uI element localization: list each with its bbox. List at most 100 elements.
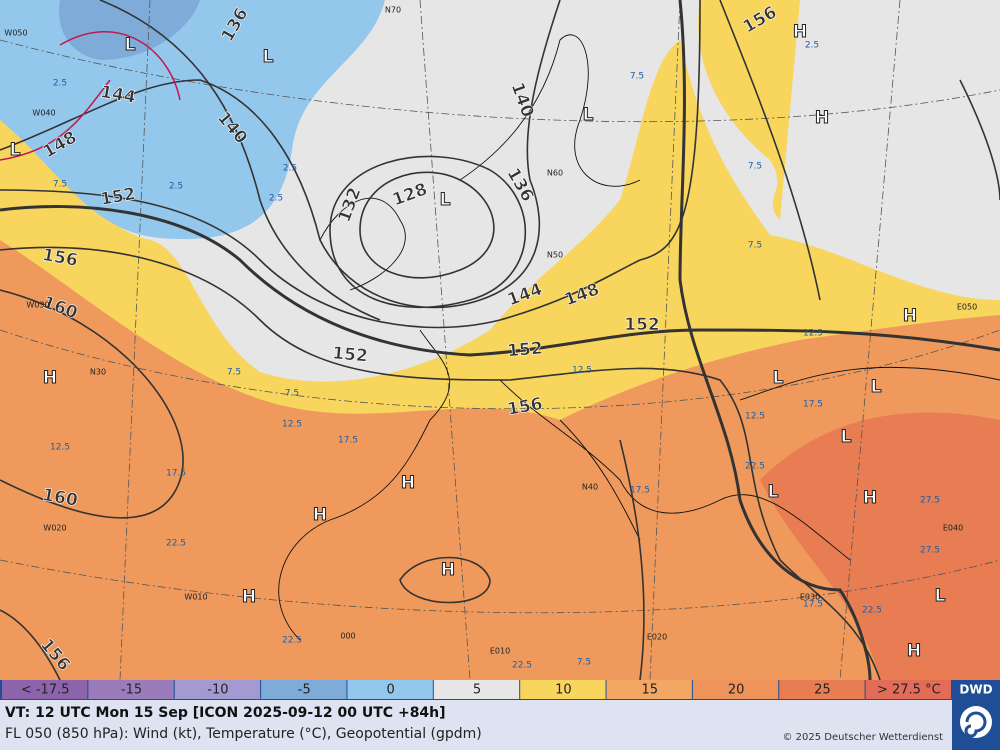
pressure-center: L (935, 586, 946, 606)
isotherm-label: 17.5 (803, 400, 823, 410)
contour (359, 171, 495, 279)
legend-label: < -17.5 (21, 683, 70, 698)
isotherm-label: 7.5 (53, 180, 67, 190)
graticule (0, 0, 1000, 681)
pressure-center: H (401, 473, 415, 493)
grid-label: E050 (957, 303, 977, 312)
isotherm-label: 7.5 (577, 658, 591, 668)
isotherm-label: 12.5 (745, 412, 765, 422)
isotherm-label: 7.5 (285, 389, 299, 399)
isotherm-label: 7.5 (630, 72, 644, 82)
isotherm-label: 7.5 (748, 162, 762, 172)
isotherm-label: 12.5 (282, 420, 302, 430)
legend: < -17.5 -15 -10 -5 0 5 10 15 20 25 > 27.5 °C (0, 680, 952, 700)
pressure-center: L (583, 105, 594, 125)
grid-label: W020 (43, 524, 66, 533)
contour-label: 156 (41, 245, 79, 271)
legend-swatch (2, 680, 88, 699)
grid-label: N60 (547, 169, 563, 178)
pressure-center: H (441, 560, 455, 580)
logo-text: DWD (959, 683, 992, 697)
grid-label: N50 (547, 251, 563, 260)
description: FL 050 (850 hPa): Wind (kt), Temperature… (5, 726, 482, 742)
pressure-center: L (10, 140, 21, 160)
contour (99, 0, 381, 321)
isotherm-label: 2.5 (805, 41, 819, 51)
pressure-center: L (125, 35, 136, 55)
pressure-center: L (263, 47, 274, 67)
contour (329, 155, 527, 309)
pressure-center: H (43, 368, 57, 388)
pressure-center: H (815, 108, 829, 128)
pressure-center: H (313, 505, 327, 525)
legend-swatch (606, 680, 692, 699)
legend-swatch (347, 680, 433, 699)
isotherm-label: 12.5 (572, 366, 592, 376)
isotherm-label: 12.5 (50, 443, 70, 453)
legend-swatch (692, 680, 779, 699)
isotherm-label: 2.5 (169, 182, 183, 192)
grid-label: E040 (943, 524, 963, 533)
legend-swatch (865, 680, 951, 699)
grid-label: N70 (385, 6, 401, 15)
pressure-center: H (793, 22, 807, 42)
grid-label: W030 (26, 301, 49, 310)
valid-time: VT: 12 UTC Mon 15 Sep [ICON 2025-09-12 0… (5, 705, 446, 721)
contour-label: 156 (506, 394, 544, 420)
isotherm-label: 17.5 (630, 486, 650, 496)
isotherm-label: 17.5 (803, 600, 823, 610)
pressure-center: L (841, 427, 852, 447)
coastline (278, 34, 1000, 641)
isotherm-label: 27.5 (920, 496, 940, 506)
logo-swirl (964, 711, 987, 738)
isotherm-label: 22.5 (282, 636, 302, 646)
legend-swatch (88, 680, 174, 699)
isotherm-label: 7.5 (227, 368, 241, 378)
cold-region (0, 0, 385, 240)
legend-label: -15 (121, 683, 142, 698)
grid-label: N40 (582, 483, 598, 492)
pressure-center: L (773, 368, 784, 388)
copyright: © 2025 Deutscher Wetterdienst (782, 732, 943, 743)
grid-label: E010 (490, 647, 510, 656)
pressure-center: H (242, 587, 256, 607)
pressure-center: H (863, 488, 877, 508)
legend-label: 5 (473, 683, 481, 698)
pressure-center: L (871, 377, 882, 397)
isotherm-label: 22.5 (862, 606, 882, 616)
mild-region (698, 0, 800, 220)
grid-label: W010 (184, 593, 207, 602)
warm-region (760, 412, 1000, 680)
isotherm-label: 12.5 (803, 329, 823, 339)
legend-swatch (779, 680, 865, 699)
isotherm-zero (0, 31, 181, 161)
isotherm-label: 2.5 (283, 164, 297, 174)
isotherm-label: 2.5 (269, 194, 283, 204)
legend-label: 0 (386, 683, 394, 698)
legend-label: -5 (298, 683, 311, 698)
grid-label: W040 (32, 109, 55, 118)
legend-swatch (433, 680, 520, 699)
isotherm-label: 17.5 (166, 469, 186, 479)
legend-label: 15 (641, 683, 658, 698)
isotherm-label: 17.5 (338, 436, 358, 446)
pressure-center: H (907, 641, 921, 661)
isotherm-label: 22.5 (512, 661, 532, 671)
legend-swatch (261, 680, 347, 699)
grid-label: E020 (647, 633, 667, 642)
grid-label: N30 (90, 368, 106, 377)
grid-label: E030 (800, 593, 820, 602)
contour-main (678, 0, 872, 681)
colder-region (59, 0, 201, 60)
pressure-center: H (903, 306, 917, 326)
pressure-center: L (440, 190, 451, 210)
contour-label: 152 (506, 338, 543, 361)
isotherm-label: 2.5 (53, 79, 67, 89)
grid-label: W050 (4, 29, 27, 38)
footer-background (0, 700, 952, 750)
isotherm-label: 22.5 (166, 539, 186, 549)
pressure-center: L (768, 482, 779, 502)
legend-label: > 27.5 °C (877, 683, 941, 698)
